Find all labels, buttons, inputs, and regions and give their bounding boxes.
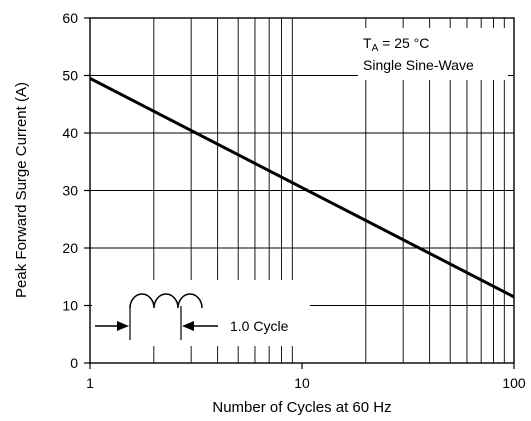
tick-labels: 0 10 20 30 40 50 60 1 10 100 — [62, 10, 525, 391]
x-tick-label: 1 — [86, 375, 94, 391]
temperature-subscript: A — [372, 43, 379, 54]
condition-box — [358, 28, 508, 80]
y-tick-label: 20 — [62, 240, 78, 256]
condition-line1: TA = 25 °C — [363, 35, 429, 54]
series-line — [89, 77, 515, 299]
y-tick-label: 0 — [70, 355, 78, 371]
waveform-box — [92, 280, 310, 346]
condition-line2: Single Sine-Wave — [363, 57, 474, 73]
temperature-symbol: T — [363, 35, 372, 51]
y-tick-label: 30 — [62, 183, 78, 199]
y-tick-label: 40 — [62, 125, 78, 141]
x-axis-label: Number of Cycles at 60 Hz — [212, 399, 391, 416]
plot-frame — [89, 17, 515, 364]
x-tick-label: 100 — [502, 375, 526, 391]
left-arrow-icon — [95, 321, 129, 331]
axis-ticks — [84, 17, 515, 369]
series-layer — [89, 77, 515, 299]
temperature-value: = 25 °C — [378, 35, 429, 51]
x-tick-label: 10 — [294, 375, 310, 391]
cycle-label: 1.0 Cycle — [230, 318, 289, 334]
right-arrow-icon — [182, 321, 218, 331]
sine-wave-icon — [129, 293, 203, 309]
y-tick-label: 10 — [62, 298, 78, 314]
y-tick-label: 50 — [62, 68, 78, 84]
y-tick-label: 60 — [62, 10, 78, 26]
y-axis-label: Peak Forward Surge Current (A) — [13, 82, 30, 298]
